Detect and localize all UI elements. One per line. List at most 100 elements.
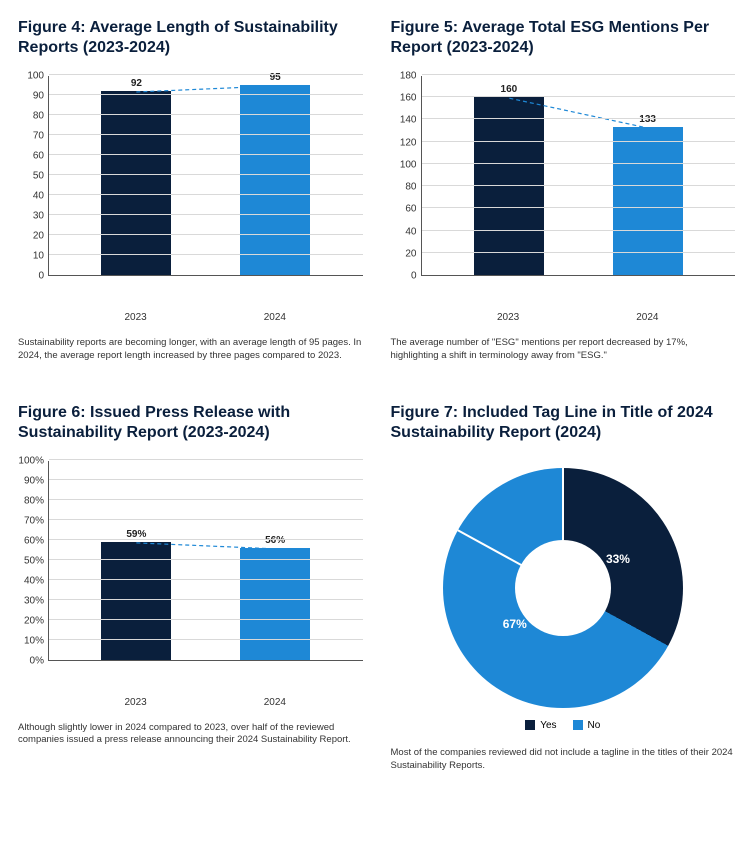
x-tick-label: 2023 — [96, 312, 176, 323]
figure-7-panel: Figure 7: Included Tag Line in Title of … — [391, 403, 736, 773]
figure-5-panel: Figure 5: Average Total ESG Mentions Per… — [391, 18, 736, 363]
figure-7-chart: 33% 67% — [391, 461, 736, 716]
y-tick-label: 70 — [14, 131, 44, 142]
x-tick-label: 2023 — [96, 697, 176, 708]
grid-line — [49, 94, 363, 95]
grid-line — [422, 230, 736, 231]
y-tick-label: 50 — [14, 171, 44, 182]
bar-rect — [613, 127, 683, 275]
bar: 92 — [96, 91, 176, 275]
y-tick-label: 100 — [14, 71, 44, 82]
figure-4-plot: 9295 — [48, 76, 363, 276]
y-tick-label: 20 — [387, 248, 417, 259]
y-tick-label: 140 — [387, 115, 417, 126]
y-tick-label: 70% — [14, 515, 44, 526]
figure-7-legend: Yes No — [391, 720, 736, 734]
grid-line — [422, 207, 736, 208]
figure-6-yaxis: 0%10%20%30%40%50%60%70%80%90%100% — [18, 461, 48, 661]
legend-swatch — [573, 720, 583, 730]
figure-7-label-no: 67% — [503, 617, 527, 631]
bar-value-label: 59% — [126, 529, 146, 542]
y-tick-label: 10 — [14, 251, 44, 262]
figure-6-plot: 59% 56% — [48, 461, 363, 661]
grid-line — [49, 134, 363, 135]
grid-line — [422, 252, 736, 253]
figure-4-panel: Figure 4: Average Length of Sustainabili… — [18, 18, 363, 363]
grid-line — [422, 118, 736, 119]
legend-swatch — [525, 720, 535, 730]
figure-6-panel: Figure 6: Issued Press Release with Sust… — [18, 403, 363, 773]
y-tick-label: 60 — [387, 204, 417, 215]
grid-line — [49, 234, 363, 235]
grid-line — [49, 559, 363, 560]
grid-line — [49, 254, 363, 255]
legend-label: No — [588, 720, 601, 731]
figure-7-label-yes: 33% — [606, 552, 630, 566]
y-tick-label: 160 — [387, 93, 417, 104]
grid-line — [49, 174, 363, 175]
grid-line — [49, 194, 363, 195]
figure-5-chart: 020406080100120140160180 160133 — [391, 76, 736, 306]
bar-value-label: 133 — [639, 114, 656, 127]
bar: 56% — [235, 548, 315, 660]
y-tick-label: 120 — [387, 137, 417, 148]
y-tick-label: 20% — [14, 615, 44, 626]
x-tick-label: 2023 — [468, 312, 548, 323]
figure-4-chart: 0102030405060708090100 9295 — [18, 76, 363, 306]
bar-rect — [101, 91, 171, 275]
grid-line — [49, 459, 363, 460]
y-tick-label: 100 — [387, 159, 417, 170]
figure-6-chart: 0%10%20%30%40%50%60%70%80%90%100% 59% 56% — [18, 461, 363, 691]
y-tick-label: 30% — [14, 595, 44, 606]
bar-rect — [240, 548, 310, 660]
figure-5-xaxis: 2023 2024 — [421, 312, 736, 323]
figure-4-yaxis: 0102030405060708090100 — [18, 76, 48, 276]
grid-line — [422, 141, 736, 142]
grid-line — [49, 74, 363, 75]
figure-4-caption: Sustainability reports are becoming long… — [18, 337, 363, 363]
y-tick-label: 0% — [14, 655, 44, 666]
charts-grid: Figure 4: Average Length of Sustainabili… — [18, 18, 735, 773]
figure-7-caption: Most of the companies reviewed did not i… — [391, 747, 736, 773]
grid-line — [49, 114, 363, 115]
figure-5-yaxis: 020406080100120140160180 — [391, 76, 421, 276]
grid-line — [49, 519, 363, 520]
y-tick-label: 180 — [387, 71, 417, 82]
donut-divider-top — [562, 468, 564, 540]
y-tick-label: 80% — [14, 495, 44, 506]
y-tick-label: 80 — [14, 111, 44, 122]
y-tick-label: 40% — [14, 575, 44, 586]
figure-6-title: Figure 6: Issued Press Release with Sust… — [18, 403, 363, 443]
y-tick-label: 20 — [14, 231, 44, 242]
grid-line — [49, 154, 363, 155]
y-tick-label: 60 — [14, 151, 44, 162]
grid-line — [49, 619, 363, 620]
grid-line — [49, 579, 363, 580]
y-tick-label: 40 — [14, 191, 44, 202]
y-tick-label: 90% — [14, 475, 44, 486]
figure-7-title: Figure 7: Included Tag Line in Title of … — [391, 403, 736, 443]
grid-line — [422, 185, 736, 186]
figure-6-xaxis: 2023 2024 — [48, 697, 363, 708]
grid-line — [422, 74, 736, 75]
figure-4-xaxis: 2023 2024 — [48, 312, 363, 323]
y-tick-label: 40 — [387, 226, 417, 237]
figure-7-donut: 33% 67% — [443, 468, 683, 708]
x-tick-label: 2024 — [235, 312, 315, 323]
x-tick-label: 2024 — [607, 312, 687, 323]
y-tick-label: 90 — [14, 91, 44, 102]
grid-line — [422, 96, 736, 97]
legend-item: No — [573, 720, 601, 731]
legend-label: Yes — [540, 720, 556, 731]
bar: 133 — [608, 127, 688, 275]
y-tick-label: 10% — [14, 635, 44, 646]
grid-line — [49, 214, 363, 215]
figure-5-title: Figure 5: Average Total ESG Mentions Per… — [391, 18, 736, 58]
legend-item: Yes — [525, 720, 556, 731]
y-tick-label: 60% — [14, 535, 44, 546]
x-tick-label: 2024 — [235, 697, 315, 708]
grid-line — [422, 163, 736, 164]
figure-6-caption: Although slightly lower in 2024 compared… — [18, 722, 363, 748]
grid-line — [49, 499, 363, 500]
grid-line — [49, 639, 363, 640]
